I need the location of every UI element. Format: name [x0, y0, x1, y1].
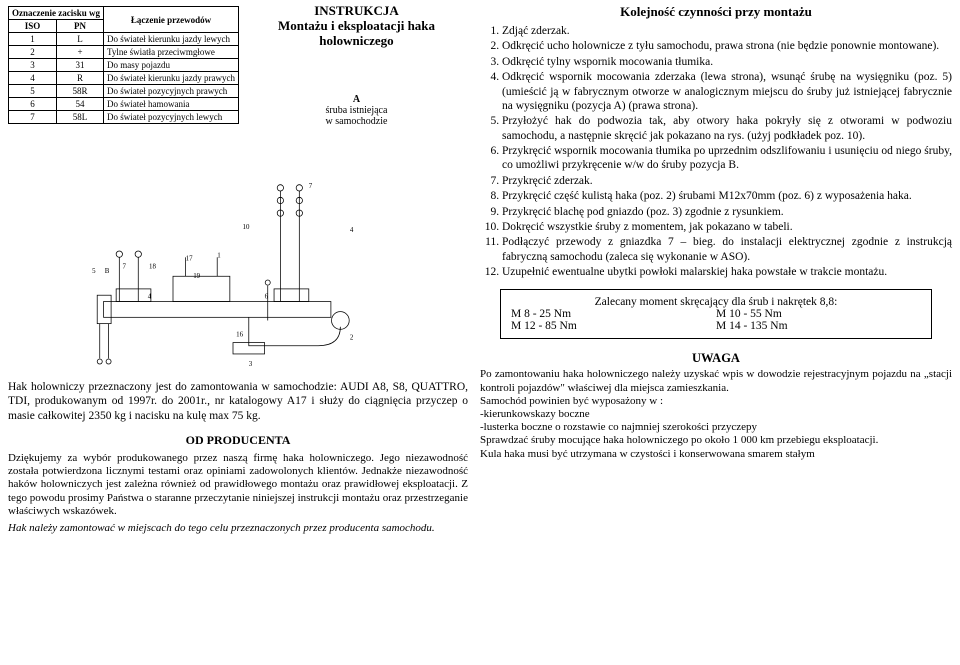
- wire-iso: 5: [9, 85, 57, 98]
- wire-iso: 6: [9, 98, 57, 111]
- wire-sub-iso: ISO: [9, 20, 57, 33]
- wire-desc: Do świateł pozycyjnych lewych: [104, 111, 239, 124]
- svg-text:7: 7: [122, 262, 126, 270]
- svg-text:7: 7: [309, 182, 313, 190]
- wire-iso: 3: [9, 59, 57, 72]
- wire-header-2: Łączenie przewodów: [104, 7, 239, 33]
- torque-row-2: M 12 - 85 Nm M 14 - 135 Nm: [511, 320, 921, 332]
- step-item: Dokręcić wszystkie śruby z momentem, jak…: [502, 220, 952, 234]
- step-item: Odkręcić tylny wspornik mocowania tłumik…: [502, 55, 952, 69]
- wire-row: 4RDo świateł kierunku jazdy prawych: [9, 72, 239, 85]
- wire-desc: Do świateł kierunku jazdy lewych: [104, 33, 239, 46]
- wire-pn: 54: [57, 98, 104, 111]
- od-producenta-title: OD PRODUCENTA: [8, 433, 468, 448]
- steps-list: Zdjąć zderzak.Odkręcić ucho holownicze z…: [502, 24, 952, 279]
- wire-desc: Do świateł hamowania: [104, 98, 239, 111]
- title-line2: Montażu i eksploatacji haka holowniczego: [278, 18, 435, 48]
- main-description: Hak holowniczy przeznaczony jest do zamo…: [8, 380, 468, 423]
- wire-table: Oznaczenie zacisku wg Łączenie przewodów…: [8, 6, 239, 124]
- wire-row: 758LDo świateł pozycyjnych lewych: [9, 111, 239, 124]
- uwaga-line: Kula haka musi być utrzymana w czystości…: [480, 448, 952, 461]
- svg-text:1: 1: [217, 251, 221, 259]
- svg-text:2: 2: [350, 333, 354, 341]
- screw-line1: śruba istniejąca: [326, 105, 388, 116]
- od-producenta-text: Dziękujemy za wybór produkowanego przez …: [8, 452, 468, 518]
- screw-A: A: [353, 94, 360, 105]
- wire-pn: 58R: [57, 85, 104, 98]
- step-item: Odkręcić wspornik mocowania zderzaka (le…: [502, 70, 952, 113]
- wire-iso: 4: [9, 72, 57, 85]
- svg-text:19: 19: [193, 272, 200, 280]
- torque-m14: M 14 - 135 Nm: [716, 320, 921, 332]
- doc-title: INSTRUKCJA Montażu i eksploatacji haka h…: [245, 4, 468, 49]
- wire-header-1: Oznaczenie zacisku wg: [9, 7, 104, 20]
- diagram: 5 B 7 18 4 17 19 1 10 6 16 3 2 4 7: [8, 131, 458, 371]
- svg-text:4: 4: [148, 292, 152, 300]
- torque-m12: M 12 - 85 Nm: [511, 320, 716, 332]
- step-item: Odkręcić ucho holownicze z tyłu samochod…: [502, 39, 952, 53]
- svg-text:4: 4: [350, 226, 354, 234]
- svg-text:17: 17: [186, 254, 193, 262]
- step-item: Uzupełnić ewentualne ubytki powłoki mala…: [502, 265, 952, 279]
- screw-line2: w samochodzie: [326, 116, 388, 127]
- svg-text:16: 16: [236, 330, 243, 338]
- wire-pn: 31: [57, 59, 104, 72]
- torque-m10: M 10 - 55 Nm: [716, 308, 921, 320]
- svg-text:B: B: [105, 267, 110, 275]
- wire-pn: R: [57, 72, 104, 85]
- step-item: Przykręcić część kulistą haka (poz. 2) ś…: [502, 189, 952, 203]
- wire-row: 558RDo świateł pozycyjnych prawych: [9, 85, 239, 98]
- left-column: Oznaczenie zacisku wg Łączenie przewodów…: [8, 4, 468, 661]
- wire-desc: Do świateł kierunku jazdy prawych: [104, 72, 239, 85]
- right-column: Kolejność czynności przy montażu Zdjąć z…: [480, 4, 952, 661]
- wire-pn: +: [57, 46, 104, 59]
- od-producenta-italic: Hak należy zamontować w miejscach do teg…: [8, 522, 468, 534]
- uwaga-title: UWAGA: [480, 351, 952, 366]
- wire-iso: 1: [9, 33, 57, 46]
- wire-desc: Do świateł pozycyjnych prawych: [104, 85, 239, 98]
- steps-title: Kolejność czynności przy montażu: [480, 4, 952, 20]
- wire-pn: 58L: [57, 111, 104, 124]
- wire-iso: 2: [9, 46, 57, 59]
- wire-desc: Do masy pojazdu: [104, 59, 239, 72]
- wire-desc: Tylne światła przeciwmgłowe: [104, 46, 239, 59]
- step-item: Przykręcić blachę pod gniazdo (poz. 3) z…: [502, 205, 952, 219]
- torque-box: Zalecany moment skręcający dla śrub i na…: [500, 289, 932, 339]
- wire-row: 654Do świateł hamowania: [9, 98, 239, 111]
- step-item: Przykręcić wspornik mocowania tłumika po…: [502, 144, 952, 173]
- screw-note: A śruba istniejąca w samochodzie: [245, 94, 468, 127]
- uwaga-line: Sprawdzać śruby mocujące haka holownicze…: [480, 434, 952, 447]
- svg-text:3: 3: [249, 360, 253, 368]
- svg-text:18: 18: [149, 262, 156, 270]
- uwaga-line: Samochód powinien być wyposażony w :: [480, 395, 952, 408]
- svg-text:6: 6: [265, 292, 269, 300]
- step-item: Przykręcić zderzak.: [502, 174, 952, 188]
- step-item: Podłączyć przewody z gniazdka 7 – bieg. …: [502, 235, 952, 264]
- torque-m8: M 8 - 25 Nm: [511, 308, 716, 320]
- svg-text:5: 5: [92, 267, 96, 275]
- uwaga-body: Po zamontowaniu haka holowniczego należy…: [480, 368, 952, 460]
- uwaga-line: -kierunkowskazy boczne: [480, 408, 952, 421]
- wire-row: 331Do masy pojazdu: [9, 59, 239, 72]
- title-line1: INSTRUKCJA: [314, 3, 399, 18]
- svg-text:10: 10: [242, 223, 249, 231]
- torque-row-1: M 8 - 25 Nm M 10 - 55 Nm: [511, 308, 921, 320]
- uwaga-line: Po zamontowaniu haka holowniczego należy…: [480, 368, 952, 394]
- step-item: Przyłożyć hak do podwozia tak, aby otwor…: [502, 114, 952, 143]
- wire-sub-pn: PN: [57, 20, 104, 33]
- uwaga-line: -lusterka boczne o rozstawie co najmniej…: [480, 421, 952, 434]
- wire-row: 1LDo świateł kierunku jazdy lewych: [9, 33, 239, 46]
- wire-pn: L: [57, 33, 104, 46]
- wire-iso: 7: [9, 111, 57, 124]
- top-row: Oznaczenie zacisku wg Łączenie przewodów…: [8, 4, 468, 127]
- wire-row: 2+Tylne światła przeciwmgłowe: [9, 46, 239, 59]
- step-item: Zdjąć zderzak.: [502, 24, 952, 38]
- torque-title: Zalecany moment skręcający dla śrub i na…: [511, 296, 921, 308]
